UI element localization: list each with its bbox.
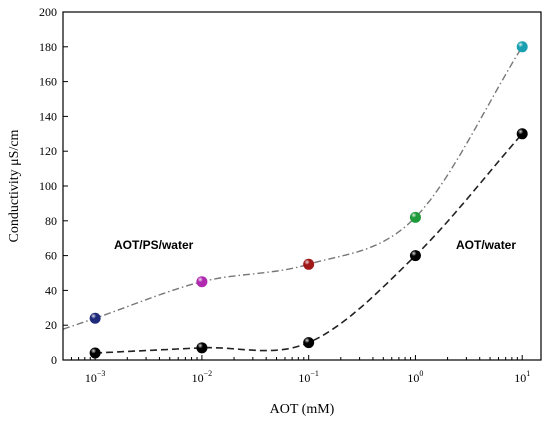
data-point-highlight <box>89 347 101 359</box>
data-point-highlight <box>516 128 528 140</box>
y-tick-label: 0 <box>51 353 57 367</box>
plot-frame <box>62 11 542 361</box>
x-tick-label: 10−2 <box>192 369 213 385</box>
annotation-label: AOT/water <box>456 238 516 252</box>
y-tick-label: 20 <box>45 318 57 332</box>
y-tick-label: 160 <box>39 75 57 89</box>
data-point-highlight <box>89 312 101 324</box>
x-tick-label: 101 <box>514 369 530 385</box>
data-point-highlight <box>303 337 315 349</box>
data-point-highlight <box>516 41 528 53</box>
data-points <box>89 41 528 359</box>
y-axis-ticks: 0 20 40 60 80 100 120 140 160 180 200 <box>39 5 68 367</box>
data-point-highlight <box>196 342 208 354</box>
y-axis-title: Conductivity μS/cm <box>7 129 22 242</box>
y-tick-label: 60 <box>45 249 57 263</box>
y-tick-label: 80 <box>45 214 57 228</box>
y-tick-label: 200 <box>39 5 57 19</box>
data-point-highlight <box>196 276 208 288</box>
y-tick-label: 180 <box>39 40 57 54</box>
annotations: AOT/PS/water AOT/water <box>114 238 516 252</box>
y-tick-label: 120 <box>39 144 57 158</box>
data-point-highlight <box>409 211 421 223</box>
series-line <box>62 46 523 330</box>
data-point-highlight <box>303 258 315 270</box>
x-tick-label: 10−1 <box>298 369 319 385</box>
annotation-label: AOT/PS/water <box>114 238 194 252</box>
x-axis-title: AOT (mM) <box>270 402 335 417</box>
data-point-highlight <box>409 250 421 262</box>
y-tick-label: 140 <box>39 109 57 123</box>
x-axis-ticks: 10−3 10−2 10−1 100 101 <box>62 355 530 385</box>
y-tick-label: 40 <box>45 283 57 297</box>
x-tick-label: 100 <box>407 369 423 385</box>
y-tick-label: 100 <box>39 179 57 193</box>
series-curves <box>62 46 523 354</box>
x-tick-label: 10−3 <box>85 369 106 385</box>
